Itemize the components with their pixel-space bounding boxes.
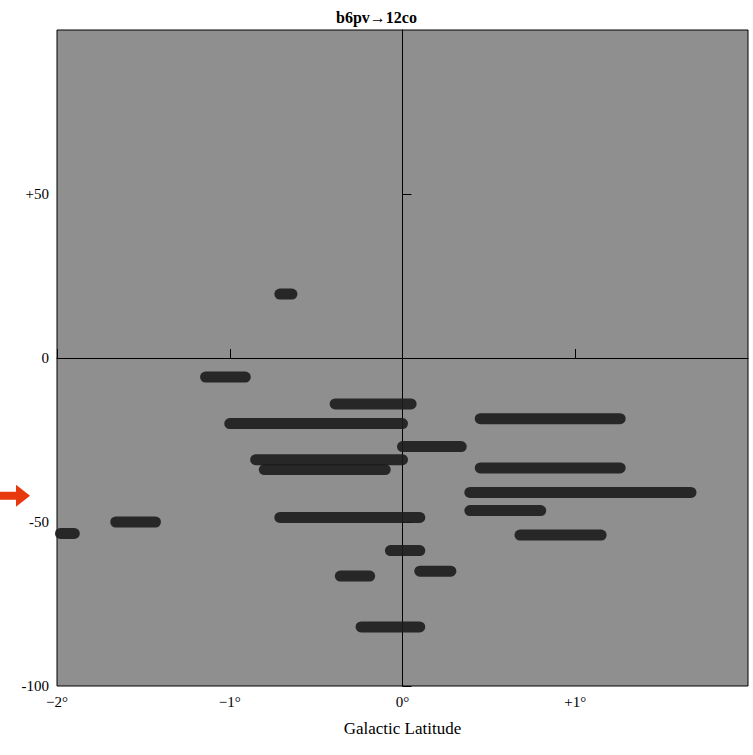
svg-text:−1°: −1°	[219, 694, 241, 710]
svg-text:0°: 0°	[396, 694, 410, 710]
svg-text:+1°: +1°	[564, 694, 586, 710]
svg-text:0: 0	[42, 350, 50, 366]
svg-text:-50: -50	[29, 514, 49, 530]
svg-text:+50: +50	[26, 186, 49, 202]
svg-text:Galactic Latitude: Galactic Latitude	[344, 719, 462, 738]
svg-text:b6pv→12co: b6pv→12co	[336, 9, 417, 27]
svg-text:-100: -100	[22, 678, 50, 694]
svg-text:−2°: −2°	[46, 694, 68, 710]
